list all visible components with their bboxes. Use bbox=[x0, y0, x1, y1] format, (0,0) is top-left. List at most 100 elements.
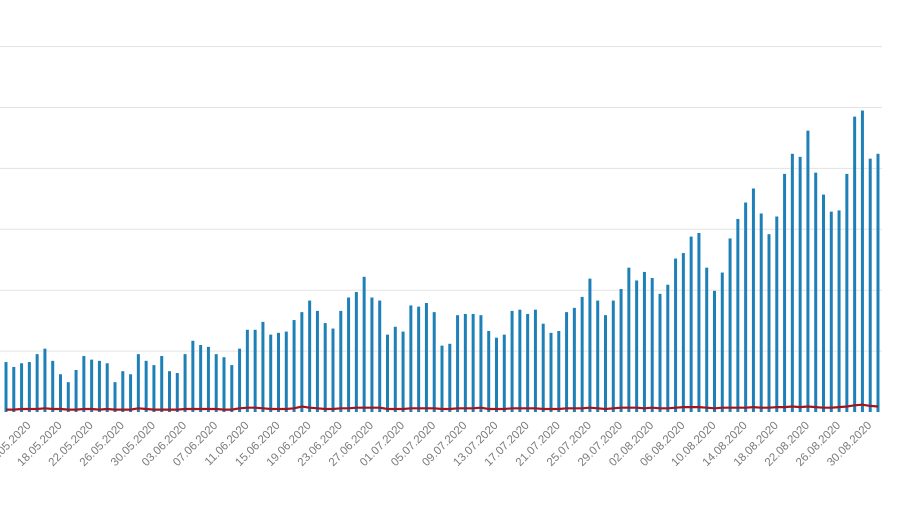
bar bbox=[214, 354, 218, 412]
bar bbox=[705, 267, 709, 412]
bar bbox=[557, 331, 561, 412]
bar bbox=[790, 153, 794, 412]
bar bbox=[549, 332, 553, 412]
bar bbox=[596, 300, 600, 412]
bar bbox=[35, 354, 39, 412]
bar bbox=[284, 331, 288, 412]
bar bbox=[806, 130, 810, 412]
bar bbox=[767, 234, 771, 412]
line-path bbox=[6, 403, 879, 411]
bar bbox=[206, 346, 210, 412]
bar bbox=[222, 357, 226, 412]
bar bbox=[292, 320, 296, 412]
bar bbox=[635, 280, 639, 412]
bar bbox=[479, 315, 483, 412]
bar bbox=[674, 258, 678, 412]
bar bbox=[588, 278, 592, 412]
bar bbox=[565, 312, 569, 412]
bar bbox=[533, 309, 537, 412]
bar bbox=[759, 213, 763, 412]
bar bbox=[728, 238, 732, 412]
bar bbox=[845, 173, 849, 412]
bar bbox=[97, 360, 101, 412]
bar bbox=[277, 332, 280, 412]
bar bbox=[339, 310, 343, 412]
bar-series bbox=[4, 110, 880, 413]
bar bbox=[261, 321, 265, 412]
bar bbox=[4, 362, 8, 412]
bar bbox=[12, 366, 16, 412]
bar bbox=[860, 110, 864, 413]
bar bbox=[502, 334, 506, 412]
bar bbox=[619, 288, 623, 412]
bar bbox=[308, 300, 312, 412]
bar bbox=[829, 211, 833, 412]
bar bbox=[783, 173, 787, 412]
bar bbox=[720, 272, 724, 412]
bar bbox=[837, 210, 841, 412]
bar bbox=[183, 354, 187, 412]
bar bbox=[689, 236, 693, 412]
bar bbox=[432, 312, 436, 412]
bar bbox=[775, 216, 779, 412]
bar bbox=[160, 355, 164, 412]
bar bbox=[323, 323, 327, 412]
bar bbox=[627, 267, 631, 412]
bar bbox=[347, 297, 351, 412]
bar bbox=[604, 315, 607, 412]
bar bbox=[814, 172, 818, 412]
bar bbox=[66, 382, 70, 412]
gridlines bbox=[0, 46, 882, 352]
bar bbox=[393, 326, 397, 412]
bar bbox=[751, 188, 755, 412]
bar bbox=[315, 310, 319, 412]
bar bbox=[409, 305, 413, 412]
bar bbox=[331, 328, 335, 412]
bar bbox=[354, 292, 358, 412]
bar bbox=[59, 374, 62, 412]
bar bbox=[463, 313, 467, 412]
bar bbox=[448, 343, 452, 412]
bar bbox=[417, 306, 421, 412]
bar bbox=[697, 232, 701, 412]
bar bbox=[191, 340, 195, 412]
bar bbox=[51, 360, 55, 412]
bar bbox=[27, 362, 31, 412]
bar bbox=[253, 329, 257, 412]
bar bbox=[168, 371, 171, 412]
bar bbox=[853, 116, 857, 412]
bar bbox=[798, 156, 802, 412]
bar bbox=[495, 337, 498, 412]
bar bbox=[230, 365, 234, 412]
bar bbox=[487, 331, 491, 412]
bar bbox=[386, 334, 389, 412]
bar bbox=[868, 158, 872, 412]
bar bbox=[378, 300, 382, 412]
bar bbox=[510, 310, 514, 412]
bar bbox=[822, 194, 825, 412]
bar bbox=[144, 360, 148, 412]
bar bbox=[580, 296, 584, 412]
bar bbox=[105, 363, 109, 412]
bar bbox=[526, 313, 530, 412]
bar bbox=[269, 334, 273, 412]
bar bbox=[129, 374, 133, 412]
bar bbox=[90, 359, 94, 412]
bar bbox=[113, 382, 117, 412]
bar bbox=[424, 302, 428, 412]
bar bbox=[74, 369, 78, 412]
bar bbox=[440, 345, 444, 412]
bar bbox=[401, 331, 405, 412]
bar bbox=[518, 309, 522, 412]
bar bbox=[199, 345, 203, 412]
bar bbox=[121, 371, 125, 412]
bar bbox=[456, 315, 460, 412]
bar bbox=[20, 363, 24, 412]
bar bbox=[362, 276, 366, 412]
bar bbox=[471, 313, 475, 412]
line-series bbox=[6, 403, 879, 411]
bar bbox=[43, 348, 47, 412]
bar bbox=[175, 373, 179, 412]
bar bbox=[736, 218, 740, 412]
